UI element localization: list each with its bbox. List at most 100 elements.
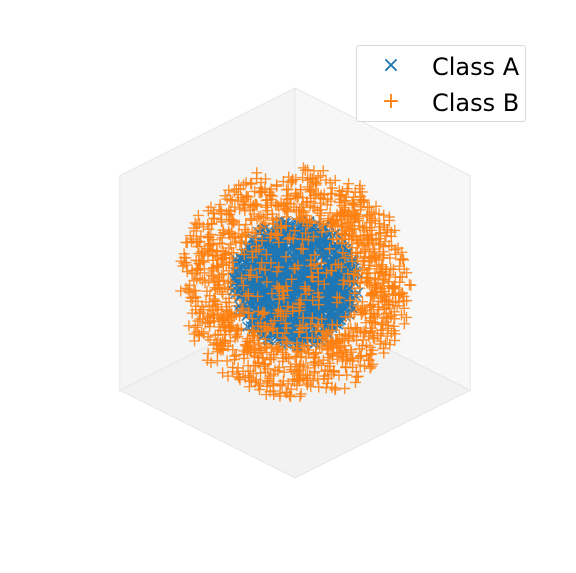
- point-class-b: [223, 228, 235, 240]
- point-class-b: [302, 234, 314, 246]
- point-class-b: [290, 358, 302, 370]
- point-class-b: [339, 382, 351, 395]
- point-class-b: [194, 236, 206, 248]
- point-class-b: [382, 299, 394, 311]
- point-class-b: [271, 265, 283, 278]
- point-class-b: [226, 195, 238, 207]
- point-class-b: [340, 194, 352, 207]
- point-class-a: [302, 267, 313, 278]
- point-class-b: [294, 319, 306, 332]
- point-class-b: [229, 350, 241, 362]
- point-class-b: [267, 190, 279, 202]
- point-class-b: [270, 345, 282, 357]
- point-class-b: [347, 197, 359, 209]
- point-class-b: [380, 311, 392, 323]
- point-class-b: [365, 348, 377, 360]
- point-class-b: [242, 191, 254, 203]
- point-class-b: [202, 348, 214, 360]
- point-class-b: [247, 251, 259, 264]
- point-class-b: [376, 296, 388, 308]
- point-class-a: [242, 301, 253, 312]
- point-class-b: [208, 212, 220, 224]
- point-class-b: [366, 213, 378, 225]
- point-class-b: [237, 302, 249, 315]
- point-class-b: [348, 275, 360, 287]
- point-class-b: [310, 325, 322, 337]
- point-class-b: [386, 240, 398, 252]
- point-class-b: [234, 374, 246, 386]
- point-class-b: [189, 335, 201, 347]
- point-class-b: [239, 202, 251, 214]
- point-class-b: [335, 261, 347, 273]
- point-class-b: [275, 220, 287, 232]
- point-class-b: [249, 198, 261, 210]
- point-class-b: [314, 170, 326, 182]
- point-class-b: [205, 244, 217, 256]
- point-class-b: [349, 287, 361, 299]
- point-class-b: [204, 321, 216, 333]
- point-class-b: [271, 180, 283, 192]
- point-class-b: [289, 375, 301, 387]
- point-class-b: [279, 317, 291, 330]
- point-class-b: [363, 330, 375, 342]
- point-class-b: [203, 223, 215, 235]
- point-class-b: [299, 342, 311, 354]
- point-class-b: [255, 317, 267, 329]
- point-class-b: [259, 359, 271, 371]
- point-class-b: [207, 309, 219, 321]
- point-class-b: [189, 321, 201, 333]
- point-class-b: [337, 278, 349, 290]
- point-class-b: [240, 238, 252, 250]
- point-class-b: [389, 224, 401, 236]
- point-class-b: [377, 274, 389, 286]
- point-class-b: [191, 273, 203, 285]
- point-class-b: [276, 380, 288, 392]
- point-class-b: [294, 213, 306, 225]
- point-class-b: [242, 370, 254, 382]
- point-class-b: [322, 352, 334, 364]
- point-class-b: [364, 274, 376, 286]
- point-class-b: [214, 199, 226, 211]
- point-class-b: [246, 325, 258, 337]
- point-class-b: [250, 240, 262, 252]
- point-class-b: [380, 230, 392, 242]
- point-class-b: [307, 271, 319, 283]
- point-class-b: [309, 359, 321, 371]
- point-class-b: [370, 200, 382, 212]
- point-class-b: [296, 339, 309, 351]
- point-class-a: [281, 263, 292, 274]
- point-class-b: [268, 352, 280, 364]
- point-class-b: [393, 260, 406, 272]
- point-class-a: [321, 298, 332, 309]
- point-class-b: [181, 266, 193, 278]
- point-class-b: [261, 276, 273, 288]
- point-class-b: [331, 353, 343, 365]
- point-class-b: [349, 186, 361, 198]
- point-class-b: [234, 236, 246, 248]
- point-class-b: [341, 183, 353, 195]
- point-class-b: [227, 215, 239, 227]
- point-class-b: [226, 256, 238, 268]
- point-class-b: [190, 225, 202, 237]
- point-class-b: [261, 205, 273, 217]
- point-class-b: [300, 227, 312, 239]
- point-class-b: [291, 337, 303, 349]
- point-class-b: [305, 196, 317, 208]
- point-class-b: [260, 249, 273, 261]
- point-class-b: [242, 333, 254, 345]
- point-class-b: [209, 282, 221, 294]
- point-class-b: [352, 300, 364, 312]
- point-class-b: [357, 221, 369, 233]
- point-class-b: [336, 355, 348, 367]
- point-class-a: [328, 310, 339, 322]
- point-class-b: [205, 357, 217, 369]
- point-class-b: [272, 229, 284, 241]
- point-class-b: [186, 267, 198, 279]
- point-class-b: [310, 347, 322, 359]
- point-class-b: [327, 350, 339, 362]
- point-class-b: [202, 219, 214, 231]
- point-class-b: [294, 390, 306, 402]
- point-class-b: [278, 366, 290, 378]
- point-class-a: [292, 273, 303, 284]
- point-class-b: [394, 288, 406, 300]
